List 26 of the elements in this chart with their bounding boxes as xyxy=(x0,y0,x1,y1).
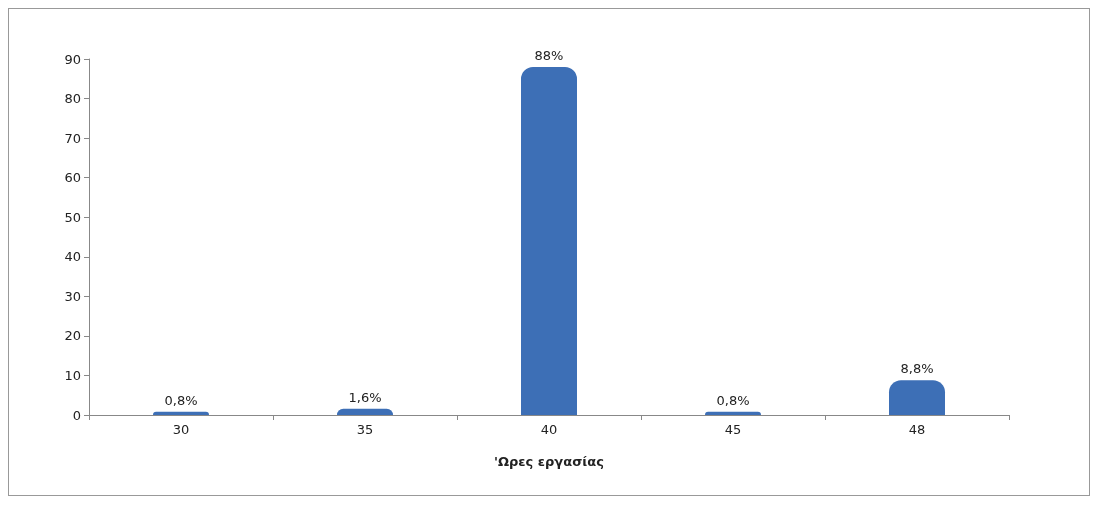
data-label: 8,8% xyxy=(900,361,934,377)
bar xyxy=(337,408,393,415)
x-axis-title: 'Ωρες εργασίας xyxy=(494,454,604,469)
data-label: 0,8% xyxy=(164,392,198,408)
y-tick-label: 80 xyxy=(64,91,81,107)
y-tick-label: 90 xyxy=(64,51,81,67)
y-tick-label: 30 xyxy=(64,288,81,304)
x-tick-label: 48 xyxy=(908,422,926,437)
y-tick-label: 40 xyxy=(64,249,81,265)
y-tick-label: 20 xyxy=(64,328,81,344)
data-label: 88% xyxy=(534,47,564,63)
x-tick-label: 45 xyxy=(724,422,742,437)
x-tick-label: 30 xyxy=(172,422,190,437)
y-tick-label: 70 xyxy=(64,130,81,146)
bar xyxy=(521,66,577,415)
bar xyxy=(889,380,945,415)
bar xyxy=(705,411,761,415)
bar xyxy=(153,411,209,415)
y-tick-label: 0 xyxy=(72,407,81,423)
x-tick-label: 35 xyxy=(356,422,374,437)
x-tick-label: 40 xyxy=(540,422,558,437)
y-tick-label: 50 xyxy=(64,209,81,225)
data-label: 0,8% xyxy=(716,392,750,408)
y-tick-label: 60 xyxy=(64,170,81,186)
data-label: 1,6% xyxy=(348,389,382,405)
y-tick-label: 10 xyxy=(64,367,81,383)
